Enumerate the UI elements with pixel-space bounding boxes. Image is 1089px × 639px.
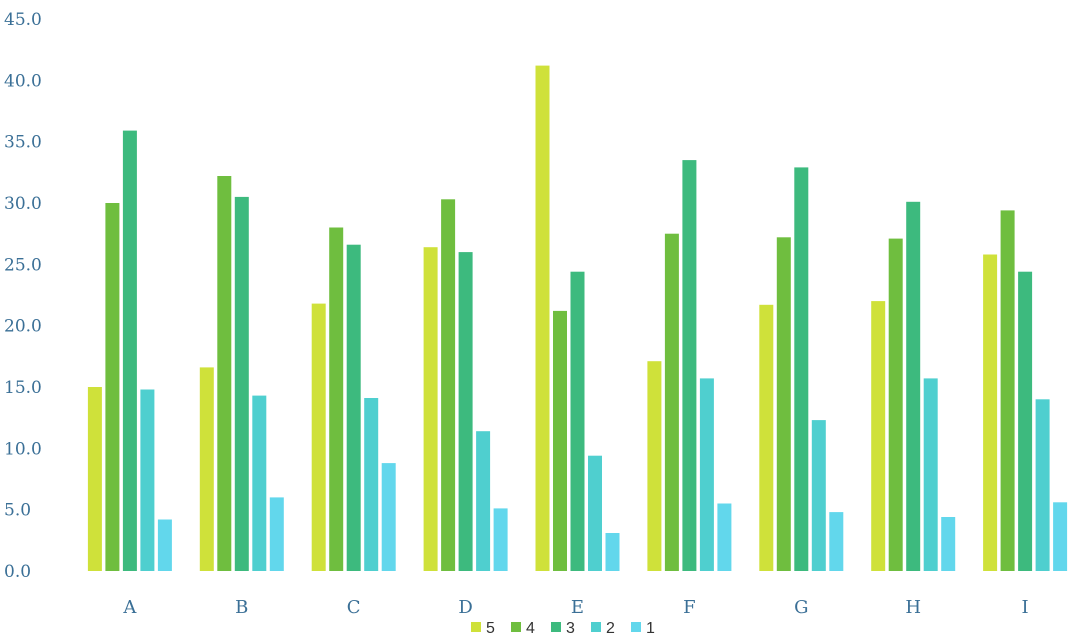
bar-h-series-5 bbox=[871, 301, 886, 571]
bar-c-series-2 bbox=[364, 398, 379, 571]
y-tick-label: 15.0 bbox=[4, 378, 42, 398]
bar-i-series-2 bbox=[1035, 399, 1050, 571]
bar-e-series-4 bbox=[553, 310, 567, 571]
bar-e-series-1 bbox=[605, 533, 620, 571]
bar-d-series-5 bbox=[423, 247, 438, 571]
legend-swatch-series-5 bbox=[471, 622, 481, 632]
bar-g-series-5 bbox=[759, 304, 774, 571]
y-tick-label: 20.0 bbox=[4, 317, 42, 337]
x-tick-label: C bbox=[347, 597, 361, 618]
bar-h-series-3 bbox=[906, 201, 921, 572]
bar-f-series-2 bbox=[699, 378, 714, 571]
x-tick-label: A bbox=[122, 597, 137, 618]
x-tick-label: H bbox=[905, 597, 921, 618]
y-tick-label: 45.0 bbox=[4, 10, 42, 30]
y-tick-label: 40.0 bbox=[4, 71, 42, 91]
bar-b-series-3 bbox=[234, 196, 249, 571]
bar-g-series-3 bbox=[794, 167, 809, 571]
y-axis: 0.0 5.0 10.0 15.0 20.0 25.0 30.0 35.0 40.0 45.0 bbox=[4, 10, 42, 582]
y-tick-label: 25.0 bbox=[4, 255, 42, 275]
bar-i-series-3 bbox=[1018, 271, 1033, 571]
y-tick-label: 10.0 bbox=[4, 439, 42, 459]
bar-h-series-4 bbox=[888, 238, 903, 571]
bar-g-series-1 bbox=[829, 512, 844, 571]
bar-e-series-5 bbox=[535, 65, 550, 571]
y-tick-label: 30.0 bbox=[4, 194, 42, 214]
bar-f-series-5 bbox=[647, 361, 662, 571]
legend-label: 3 bbox=[566, 620, 575, 637]
bar-i-series-1 bbox=[1053, 502, 1068, 571]
legend-label: 2 bbox=[606, 620, 615, 637]
x-tick-label: B bbox=[235, 597, 248, 618]
bar-b-series-5 bbox=[199, 367, 214, 571]
bar-f-series-4 bbox=[664, 233, 679, 571]
bar-c-series-1 bbox=[381, 463, 396, 571]
bar-a-series-4 bbox=[105, 203, 120, 571]
legend-label: 5 bbox=[486, 620, 495, 637]
x-tick-label: E bbox=[571, 597, 584, 618]
bar-f-series-1 bbox=[717, 503, 732, 571]
bar-c-series-4 bbox=[329, 227, 344, 571]
bar-d-series-2 bbox=[476, 431, 491, 571]
bar-d-series-1 bbox=[493, 508, 508, 571]
bar-a-series-1 bbox=[157, 519, 172, 571]
legend: 5 4 3 2 1 bbox=[471, 620, 655, 637]
bar-b-series-4 bbox=[217, 176, 232, 571]
bar-g-series-2 bbox=[811, 420, 826, 571]
y-tick-label: 5.0 bbox=[4, 501, 31, 521]
x-axis: A B C D E F G H I bbox=[122, 597, 1028, 618]
legend-label: 4 bbox=[526, 620, 535, 637]
y-tick-label: 0.0 bbox=[4, 562, 31, 582]
bar-d-series-3 bbox=[458, 252, 473, 571]
y-tick-label: 35.0 bbox=[4, 133, 42, 153]
x-tick-label: D bbox=[458, 597, 472, 618]
bar-a-series-5 bbox=[87, 387, 102, 571]
bar-b-series-1 bbox=[269, 497, 284, 571]
bar-g-series-4 bbox=[776, 237, 791, 572]
bar-e-series-3 bbox=[570, 271, 585, 571]
bar-i-series-4 bbox=[1000, 210, 1015, 571]
x-tick-label: I bbox=[1022, 597, 1029, 618]
legend-swatch-series-2 bbox=[591, 622, 601, 632]
legend-label: 1 bbox=[646, 620, 655, 637]
legend-swatch-series-3 bbox=[551, 622, 561, 632]
x-tick-label: G bbox=[794, 597, 808, 618]
bar-i-series-5 bbox=[983, 254, 998, 571]
bar-d-series-4 bbox=[441, 199, 456, 572]
bar-c-series-3 bbox=[346, 244, 361, 571]
bar-h-series-2 bbox=[923, 378, 938, 571]
bar-a-series-2 bbox=[140, 389, 155, 571]
x-tick-label: F bbox=[683, 597, 696, 618]
bar-a-series-3 bbox=[122, 130, 137, 571]
bar-e-series-2 bbox=[588, 455, 602, 571]
legend-swatch-series-4 bbox=[511, 622, 521, 632]
bar-group bbox=[87, 65, 1068, 572]
bar-f-series-3 bbox=[682, 160, 697, 571]
legend-swatch-series-1 bbox=[631, 622, 641, 632]
bar-b-series-2 bbox=[252, 395, 267, 571]
bar-c-series-5 bbox=[311, 303, 326, 571]
bar-h-series-1 bbox=[941, 517, 956, 571]
